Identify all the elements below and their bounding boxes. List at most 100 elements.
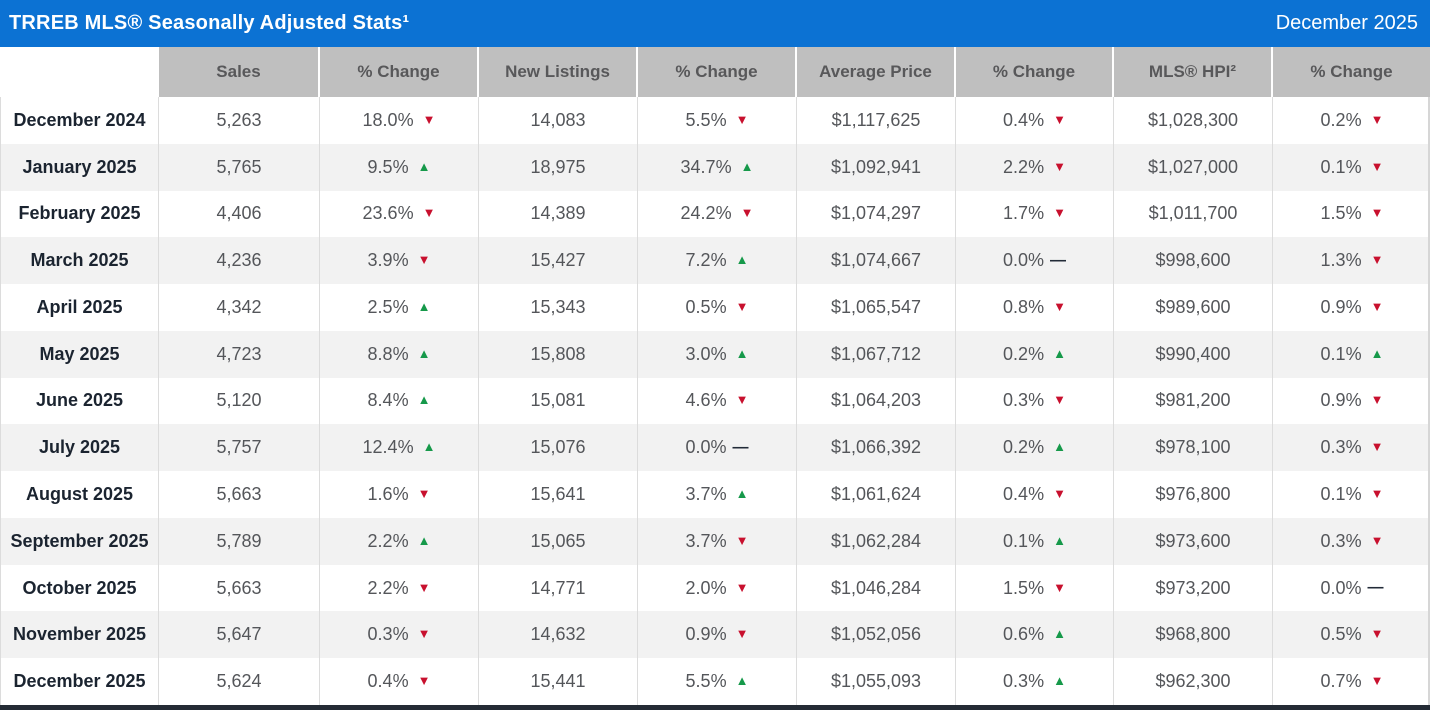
- table-row: February 2025 4,406 23.6% ▼ 14,389 24.2% ▼ $1,0…: [1, 190, 1428, 238]
- up-arrow-icon: ▲: [417, 298, 431, 314]
- cell-value: 0.4%: [367, 671, 409, 692]
- column-header: Sales: [157, 47, 318, 97]
- value-cell: $1,027,000: [1113, 143, 1272, 191]
- down-arrow-icon: ▼: [422, 205, 436, 221]
- cell-value: 24.2%: [680, 203, 732, 224]
- pct-change-cell: 2.0% ▼: [637, 564, 796, 612]
- down-arrow-icon: ▼: [735, 579, 749, 595]
- cell-value: $968,800: [1155, 624, 1231, 645]
- column-header-row: Sales% Change New Listings% Change Average…: [0, 47, 1430, 97]
- up-arrow-icon: ▲: [1053, 532, 1066, 548]
- cell-value: $976,800: [1155, 484, 1231, 504]
- pct-change-cell: 0.5% ▼: [1272, 611, 1430, 659]
- cell-value: 0.3%: [1003, 671, 1045, 692]
- cell-value: 15,076: [530, 437, 586, 458]
- cell-value: 0.0%: [1002, 250, 1045, 271]
- value-cell: $968,800: [1113, 611, 1272, 659]
- cell-value: 0.2%: [1003, 437, 1045, 458]
- value-cell: 14,083: [478, 97, 637, 144]
- value-cell: $1,046,284: [796, 564, 955, 612]
- value-cell: $973,200: [1113, 564, 1272, 612]
- flat-dash-icon: —: [732, 438, 749, 456]
- pct-change-cell: 24.2% ▼: [637, 190, 796, 238]
- pct-change-cell: 0.4% ▼: [319, 658, 478, 705]
- cell-value: $1,028,300: [1147, 109, 1239, 130]
- cell-value: $962,300: [1155, 671, 1231, 692]
- value-cell: $1,074,297: [796, 190, 955, 238]
- cell-value: 15,065: [530, 530, 586, 551]
- cell-value: 0.4%: [1003, 484, 1045, 504]
- cell-value: 1.7%: [1003, 203, 1045, 224]
- pct-change-cell: 8.8% ▲: [319, 330, 478, 378]
- cell-value: 5,120: [216, 390, 262, 411]
- column-header: % Change: [636, 47, 795, 97]
- value-cell: $1,055,093: [796, 658, 955, 705]
- cell-value: $973,600: [1155, 530, 1231, 551]
- pct-change-cell: 3.7% ▼: [637, 517, 796, 565]
- value-cell: $1,061,624: [796, 471, 955, 518]
- cell-value: 5,765: [216, 156, 262, 177]
- cell-value: 9.5%: [367, 156, 409, 177]
- down-arrow-icon: ▼: [417, 579, 431, 595]
- cell-value: 15,427: [530, 250, 586, 271]
- cell-value: 5,263: [216, 109, 262, 130]
- report-period: December 2025: [1275, 12, 1418, 34]
- cell-value: 5,663: [216, 577, 262, 598]
- cell-value: 2.2%: [367, 530, 409, 551]
- cell-value: 34.7%: [680, 156, 732, 177]
- cell-value: $1,065,547: [830, 296, 922, 317]
- column-header: % Change: [318, 47, 477, 97]
- value-cell: $1,066,392: [796, 424, 955, 472]
- up-arrow-icon: ▲: [417, 158, 431, 174]
- cell-value: 15,808: [530, 343, 586, 364]
- up-arrow-icon: ▲: [740, 158, 754, 174]
- value-cell: 15,641: [478, 471, 637, 518]
- cell-value: 2.5%: [367, 296, 409, 317]
- table-row: December 2024 5,263 18.0% ▼ 14,083 5.5% ▼ $1,11…: [1, 97, 1428, 144]
- pct-change-cell: 2.2% ▲: [319, 517, 478, 565]
- table-row: September 2025 5,789 2.2% ▲ 15,065 3.7% ▼ $1,06…: [1, 517, 1428, 565]
- cell-value: 2.2%: [367, 577, 409, 598]
- pct-change-cell: 0.2% ▲: [955, 424, 1113, 472]
- value-cell: 15,441: [478, 658, 637, 705]
- cell-value: 0.5%: [685, 296, 727, 317]
- cell-value: 14,771: [530, 577, 586, 598]
- pct-change-cell: 0.9% ▼: [1272, 377, 1430, 425]
- cell-value: 8.8%: [367, 343, 409, 364]
- pct-change-cell: 1.6% ▼: [319, 471, 478, 518]
- up-arrow-icon: ▲: [417, 532, 431, 548]
- pct-change-cell: 12.4% ▲: [319, 424, 478, 472]
- cell-value: 5.5%: [685, 671, 727, 692]
- pct-change-cell: 5.5% ▼: [637, 97, 796, 144]
- flat-dash-icon: —: [1367, 579, 1384, 597]
- cell-value: $1,011,700: [1148, 203, 1238, 224]
- title-bar: TRREB MLS® Seasonally Adjusted Stats¹ De…: [0, 0, 1430, 47]
- cell-value: 0.2%: [1320, 109, 1362, 130]
- value-cell: 5,765: [158, 143, 319, 191]
- cell-value: $1,067,712: [830, 343, 922, 364]
- down-arrow-icon: ▼: [417, 673, 431, 689]
- column-header: % Change: [1271, 47, 1430, 97]
- cell-value: 5.5%: [685, 109, 727, 130]
- cell-value: $978,100: [1155, 437, 1231, 458]
- cell-value: 0.3%: [1320, 530, 1362, 551]
- down-arrow-icon: ▼: [735, 392, 749, 408]
- value-cell: 5,263: [158, 97, 319, 144]
- cell-value: $1,055,093: [830, 671, 922, 692]
- down-arrow-icon: ▼: [1370, 252, 1384, 268]
- value-cell: 14,771: [478, 564, 637, 612]
- pct-change-cell: 5.5% ▲: [637, 658, 796, 705]
- down-arrow-icon: ▼: [417, 626, 431, 642]
- cell-value: $981,200: [1155, 390, 1231, 411]
- cell-value: $1,092,941: [830, 156, 922, 177]
- down-arrow-icon: ▼: [1370, 205, 1384, 221]
- cell-value: 4,406: [216, 203, 262, 224]
- pct-change-cell: 3.9% ▼: [319, 237, 478, 285]
- value-cell: 5,120: [158, 377, 319, 425]
- month-cell: March 2025: [30, 250, 129, 271]
- down-arrow-icon: ▼: [735, 626, 749, 642]
- value-cell: $1,062,284: [796, 517, 955, 565]
- page-title: TRREB MLS® Seasonally Adjusted Stats¹: [9, 12, 410, 34]
- cell-value: $1,052,056: [830, 624, 922, 645]
- pct-change-cell: 0.9% ▼: [1272, 284, 1430, 331]
